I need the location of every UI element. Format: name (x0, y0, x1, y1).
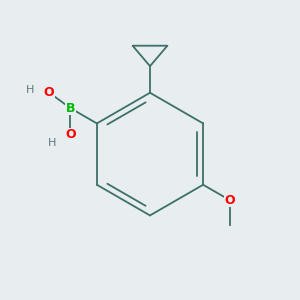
Text: O: O (44, 86, 54, 99)
Text: B: B (66, 102, 75, 115)
Text: H: H (26, 85, 35, 95)
Text: H: H (48, 138, 56, 148)
Text: O: O (65, 128, 76, 141)
Text: O: O (224, 194, 235, 207)
